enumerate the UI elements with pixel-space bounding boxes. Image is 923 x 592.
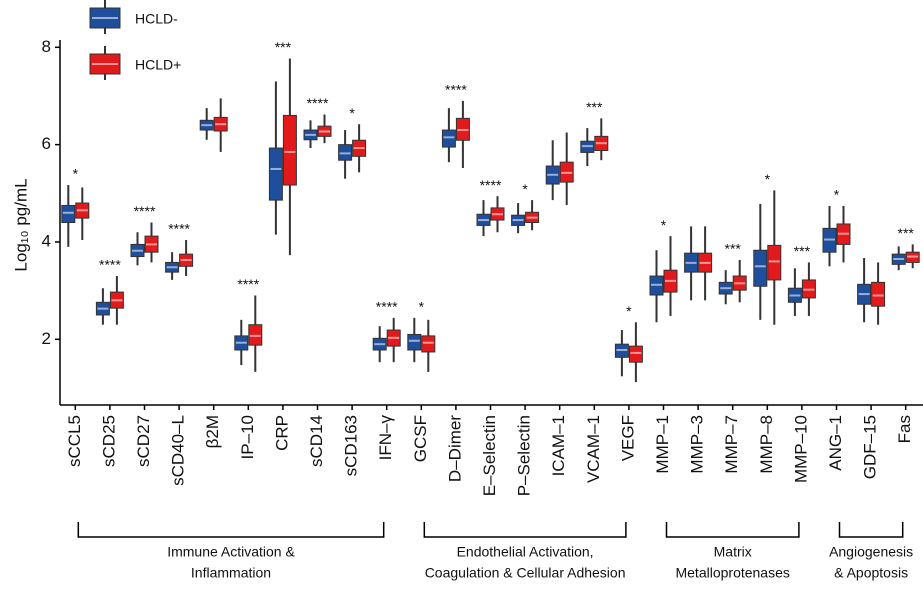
x-tick-label: GCSF (411, 415, 430, 462)
significance: **** (237, 276, 259, 292)
x-tick-label: ANG–1 (826, 415, 845, 471)
group-label: Inflammation (191, 565, 271, 581)
group-bracket (77, 522, 385, 538)
x-tick-label: VEGF (618, 415, 637, 461)
x-tick-label: sCD25 (99, 415, 118, 467)
significance: * (661, 217, 667, 233)
x-tick-label: β2M (203, 415, 222, 448)
significance: * (765, 171, 771, 187)
significance: **** (99, 257, 121, 273)
group-bracket (423, 522, 627, 538)
box (421, 335, 436, 353)
y-tick-label: 4 (42, 231, 51, 250)
box (441, 129, 456, 148)
x-tick-label: MMP–8 (757, 415, 776, 474)
x-tick-label: VCAM–1 (584, 415, 603, 483)
significance: *** (725, 241, 742, 257)
box (407, 333, 422, 351)
x-tick-label: sCD14 (307, 415, 326, 467)
x-tick-label: ICAM–1 (549, 415, 568, 476)
box (628, 345, 643, 363)
group-bracket (665, 522, 800, 538)
group-label: Endothelial Activation, (457, 544, 594, 560)
significance: *** (898, 225, 915, 241)
x-tick-label: MMP–1 (653, 415, 672, 474)
x-tick-label: P–Selectin (515, 415, 534, 496)
y-axis-label: Log₁₀ pg/mL (11, 178, 30, 271)
group-label: Coagulation & Cellular Adhesion (425, 565, 626, 581)
significance: * (522, 181, 528, 197)
box (753, 249, 768, 287)
x-tick-label: D–Dimer (445, 415, 464, 482)
x-tick-label: sCD27 (134, 415, 153, 467)
x-tick-label: MMP–7 (722, 415, 741, 474)
x-tick-label: E–Selectin (480, 415, 499, 496)
legend-label: HCLD+ (135, 57, 181, 73)
significance: **** (134, 203, 156, 219)
legend-label: HCLD- (135, 11, 178, 27)
box (871, 281, 886, 307)
x-tick-label: CRP (272, 415, 291, 451)
x-tick-label: sCD40–L (169, 415, 188, 486)
box (282, 114, 297, 186)
group-label: Immune Activation & (167, 544, 295, 560)
group-label: Matrix (714, 544, 752, 560)
box (61, 204, 76, 223)
x-tick-label: MMP–3 (688, 415, 707, 474)
y-tick-label: 8 (42, 37, 51, 56)
x-tick-label: Fas (895, 415, 914, 443)
significance: *** (586, 99, 603, 115)
significance: * (626, 303, 632, 319)
significance: * (73, 166, 79, 182)
x-tick-label: sCD163 (342, 415, 361, 476)
significance: **** (307, 95, 329, 111)
significance: * (419, 299, 425, 315)
x-tick-label: GDF–15 (861, 415, 880, 479)
significance: *** (794, 243, 811, 259)
y-tick-label: 6 (42, 134, 51, 153)
group-label: Angiogenesis (829, 544, 913, 560)
y-tick-label: 2 (42, 329, 51, 348)
box (767, 244, 782, 281)
x-tick-label: MMP–10 (791, 415, 810, 483)
significance: * (349, 105, 355, 121)
significance: *** (275, 39, 292, 55)
x-tick-label: IP–10 (238, 415, 257, 459)
significance: **** (376, 299, 398, 315)
significance: **** (480, 177, 502, 193)
group-label: Metalloprotenases (675, 565, 789, 581)
significance: * (834, 187, 840, 203)
significance: **** (445, 82, 467, 98)
significance: **** (168, 221, 190, 237)
group-bracket (838, 522, 904, 538)
x-tick-label: IFN–γ (376, 415, 395, 461)
x-tick-label: sCCL5 (65, 415, 84, 467)
box (268, 147, 283, 201)
group-label: & Apoptosis (834, 565, 908, 581)
